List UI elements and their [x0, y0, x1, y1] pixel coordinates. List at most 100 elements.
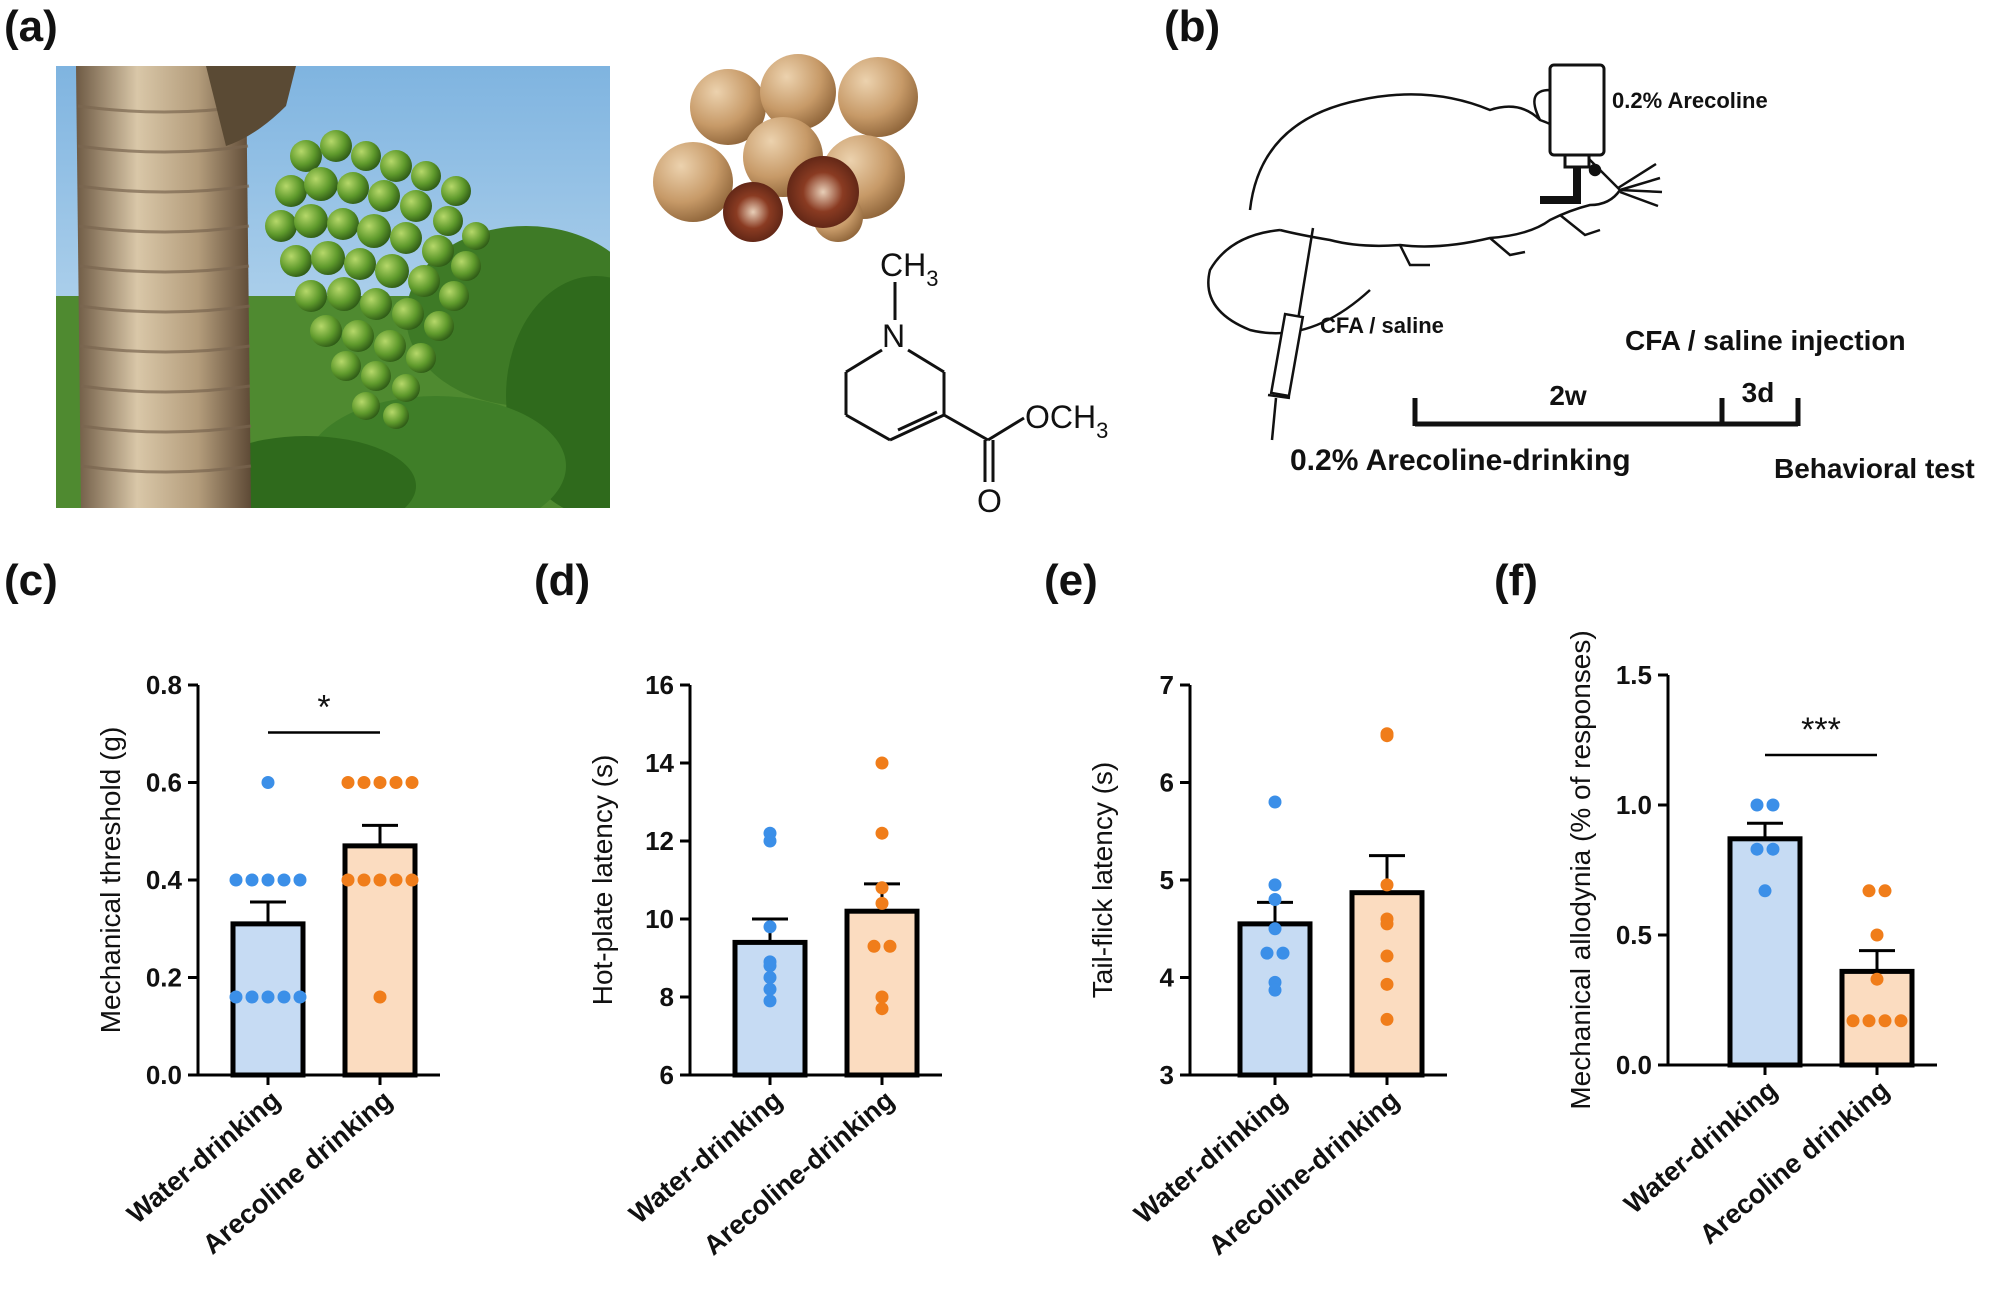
data-point — [875, 990, 889, 1004]
y-axis-label: Tail-flick latency (s) — [1090, 762, 1118, 998]
data-point — [1268, 878, 1282, 892]
data-point — [1380, 878, 1394, 892]
y-tick-label: 5 — [1160, 865, 1174, 895]
y-tick-label: 14 — [645, 748, 674, 778]
data-point — [867, 939, 881, 953]
data-point — [875, 756, 889, 770]
y-tick-label: 12 — [645, 826, 674, 856]
bar — [1237, 921, 1313, 1078]
data-point — [1268, 795, 1282, 809]
y-tick-label: 0.8 — [146, 670, 182, 700]
duration-3d-label: 3d — [1742, 377, 1775, 408]
drinking-label: 0.2% Arecoline-drinking — [1290, 444, 1631, 477]
carbonyl-oxygen-label: O — [977, 483, 1002, 519]
mouse-illustration — [1207, 88, 1663, 335]
y-tick-label: 0.6 — [146, 768, 182, 798]
data-point — [1380, 949, 1394, 963]
y-tick-label: 7 — [1160, 670, 1174, 700]
data-point — [875, 1002, 889, 1016]
arecoline-structure: CH3 N OCH3 O — [844, 250, 1108, 519]
y-tick-label: 3 — [1160, 1060, 1174, 1090]
data-point — [1894, 1014, 1908, 1028]
data-point — [1268, 893, 1282, 906]
data-point — [763, 955, 777, 969]
y-tick-label: 0.4 — [146, 865, 183, 895]
data-point — [1870, 972, 1884, 986]
syringe-label: CFA / saline — [1320, 313, 1444, 338]
data-point — [763, 982, 777, 996]
bottle-label: 0.2% Arecoline — [1612, 88, 1768, 113]
data-point — [1862, 884, 1876, 898]
behavioral-test-label: Behavioral test — [1774, 453, 1975, 484]
data-point — [1750, 842, 1764, 856]
data-point — [261, 990, 275, 1004]
bar — [1727, 836, 1803, 1068]
y-tick-label: 16 — [645, 670, 674, 700]
data-point — [1268, 922, 1282, 936]
panel-label-e: (e) — [1044, 556, 1098, 605]
data-point — [261, 776, 275, 789]
data-point — [1878, 884, 1892, 898]
panel-label-d: (d) — [534, 556, 591, 605]
y-tick-label: 6 — [1160, 768, 1174, 798]
data-point — [1260, 946, 1274, 960]
y-axis-label: Hot-plate latency (s) — [590, 755, 618, 1006]
y-tick-label: 1.5 — [1616, 660, 1652, 690]
data-point — [405, 873, 419, 887]
panel-label-b: (b) — [1164, 2, 1221, 51]
data-point — [277, 873, 291, 887]
data-point — [1766, 842, 1780, 856]
chart-f: 0.0 0.5 1.0 1.5 Mechanical allodynia (% of r… — [1565, 630, 1937, 1250]
methyl-label: CH3 — [880, 250, 938, 291]
data-point — [1862, 1014, 1876, 1028]
data-point — [245, 873, 259, 887]
y-tick-label: 10 — [645, 904, 674, 934]
syringe-icon — [1267, 227, 1315, 441]
y-tick-label: 0.0 — [1616, 1050, 1652, 1080]
injection-label: CFA / saline injection — [1625, 325, 1906, 356]
panel-label-c: (c) — [4, 556, 58, 605]
data-point — [1878, 1014, 1892, 1028]
category-label: Arecoline-drinking — [1203, 1085, 1405, 1261]
data-point — [875, 826, 889, 840]
data-point — [389, 776, 403, 789]
panel-label-f: (f) — [1494, 556, 1538, 605]
data-point — [1870, 928, 1884, 942]
data-point — [1380, 977, 1394, 991]
y-tick-label: 4 — [1160, 963, 1175, 993]
data-point — [341, 776, 355, 789]
category-label: Arecoline drinking — [197, 1085, 398, 1260]
data-point — [1750, 798, 1764, 812]
duration-2w-label: 2w — [1549, 380, 1587, 411]
data-point — [1380, 729, 1394, 743]
drinking-bottle-icon — [1540, 63, 1606, 204]
category-label: Arecoline drinking — [1694, 1075, 1895, 1250]
data-point — [1380, 917, 1394, 931]
y-tick-label: 8 — [660, 982, 674, 1012]
data-point — [373, 990, 387, 1004]
significance-marker: *** — [1801, 711, 1841, 749]
data-point — [389, 873, 403, 887]
areca-nuts-image — [638, 52, 948, 242]
y-tick-label: 0.2 — [146, 963, 182, 993]
category-label: Arecoline-drinking — [698, 1085, 900, 1261]
data-point — [763, 994, 777, 1008]
data-point — [1380, 1012, 1394, 1026]
nitrogen-label: N — [882, 318, 905, 354]
data-point — [1276, 946, 1290, 960]
data-point — [293, 990, 307, 1004]
data-point — [883, 939, 897, 953]
data-point — [245, 990, 259, 1004]
y-tick-label: 0.0 — [146, 1060, 182, 1090]
data-point — [405, 776, 419, 789]
data-point — [763, 920, 777, 934]
data-point — [1846, 1014, 1860, 1028]
y-axis-label: Mechanical threshold (g) — [95, 727, 126, 1034]
y-axis-label: Mechanical allodynia (% of responses) — [1565, 630, 1596, 1109]
data-point — [875, 881, 889, 895]
data-point — [373, 873, 387, 887]
areca-tree-photo — [56, 66, 610, 508]
y-tick-label: 1.0 — [1616, 790, 1652, 820]
